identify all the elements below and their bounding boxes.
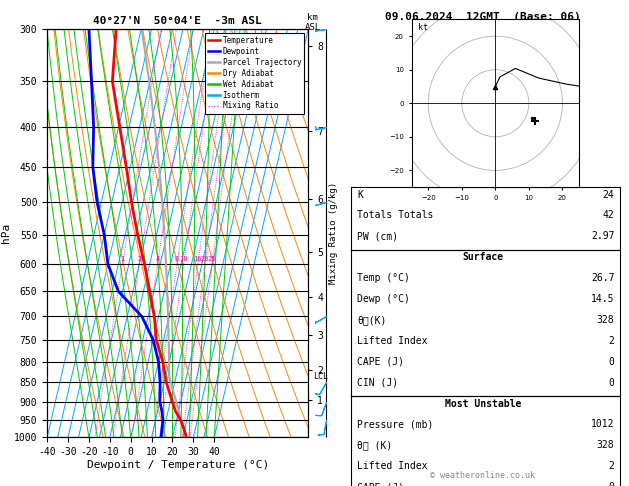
- Text: Pressure (mb): Pressure (mb): [357, 419, 433, 430]
- Text: 0: 0: [608, 357, 615, 367]
- Text: 2: 2: [608, 461, 615, 471]
- Text: θᴀ (K): θᴀ (K): [357, 440, 392, 451]
- Text: 2: 2: [137, 256, 142, 262]
- Text: Most Unstable: Most Unstable: [445, 399, 521, 409]
- Y-axis label: hPa: hPa: [1, 223, 11, 243]
- Text: 14.5: 14.5: [591, 294, 615, 304]
- Text: 8: 8: [175, 256, 179, 262]
- Text: 0: 0: [608, 482, 615, 486]
- Text: K: K: [357, 190, 363, 200]
- Text: 10: 10: [179, 256, 188, 262]
- X-axis label: Dewpoint / Temperature (°C): Dewpoint / Temperature (°C): [87, 460, 269, 470]
- Y-axis label: Mixing Ratio (g/kg): Mixing Ratio (g/kg): [329, 182, 338, 284]
- Text: CAPE (J): CAPE (J): [357, 482, 404, 486]
- Text: © weatheronline.co.uk: © weatheronline.co.uk: [430, 471, 535, 480]
- Text: kt: kt: [418, 22, 428, 32]
- Text: 4: 4: [155, 256, 160, 262]
- Text: 24: 24: [603, 190, 615, 200]
- Text: 26.7: 26.7: [591, 273, 615, 283]
- Text: 1: 1: [120, 256, 125, 262]
- Text: θᴀ(K): θᴀ(K): [357, 315, 386, 325]
- Text: 0: 0: [608, 378, 615, 388]
- Title: 40°27'N  50°04'E  -3m ASL: 40°27'N 50°04'E -3m ASL: [93, 16, 262, 26]
- Text: 2: 2: [608, 336, 615, 346]
- Text: CAPE (J): CAPE (J): [357, 357, 404, 367]
- Text: 2.97: 2.97: [591, 231, 615, 242]
- Text: 328: 328: [597, 440, 615, 451]
- Text: 42: 42: [603, 210, 615, 221]
- Text: Lifted Index: Lifted Index: [357, 336, 428, 346]
- Text: LCL: LCL: [313, 372, 328, 382]
- Text: 1012: 1012: [591, 419, 615, 430]
- Text: Totals Totals: Totals Totals: [357, 210, 433, 221]
- Text: 09.06.2024  12GMT  (Base: 06): 09.06.2024 12GMT (Base: 06): [385, 12, 581, 22]
- Text: 16: 16: [194, 256, 202, 262]
- Text: Dewp (°C): Dewp (°C): [357, 294, 410, 304]
- Text: Temp (°C): Temp (°C): [357, 273, 410, 283]
- Text: PW (cm): PW (cm): [357, 231, 398, 242]
- Text: 20: 20: [201, 256, 209, 262]
- Text: CIN (J): CIN (J): [357, 378, 398, 388]
- Text: 328: 328: [597, 315, 615, 325]
- Text: Lifted Index: Lifted Index: [357, 461, 428, 471]
- Text: ASL: ASL: [304, 22, 321, 32]
- Text: 25: 25: [208, 256, 216, 262]
- Legend: Temperature, Dewpoint, Parcel Trajectory, Dry Adiabat, Wet Adiabat, Isotherm, Mi: Temperature, Dewpoint, Parcel Trajectory…: [205, 33, 304, 114]
- Text: km: km: [307, 13, 318, 22]
- Text: Surface: Surface: [462, 252, 503, 262]
